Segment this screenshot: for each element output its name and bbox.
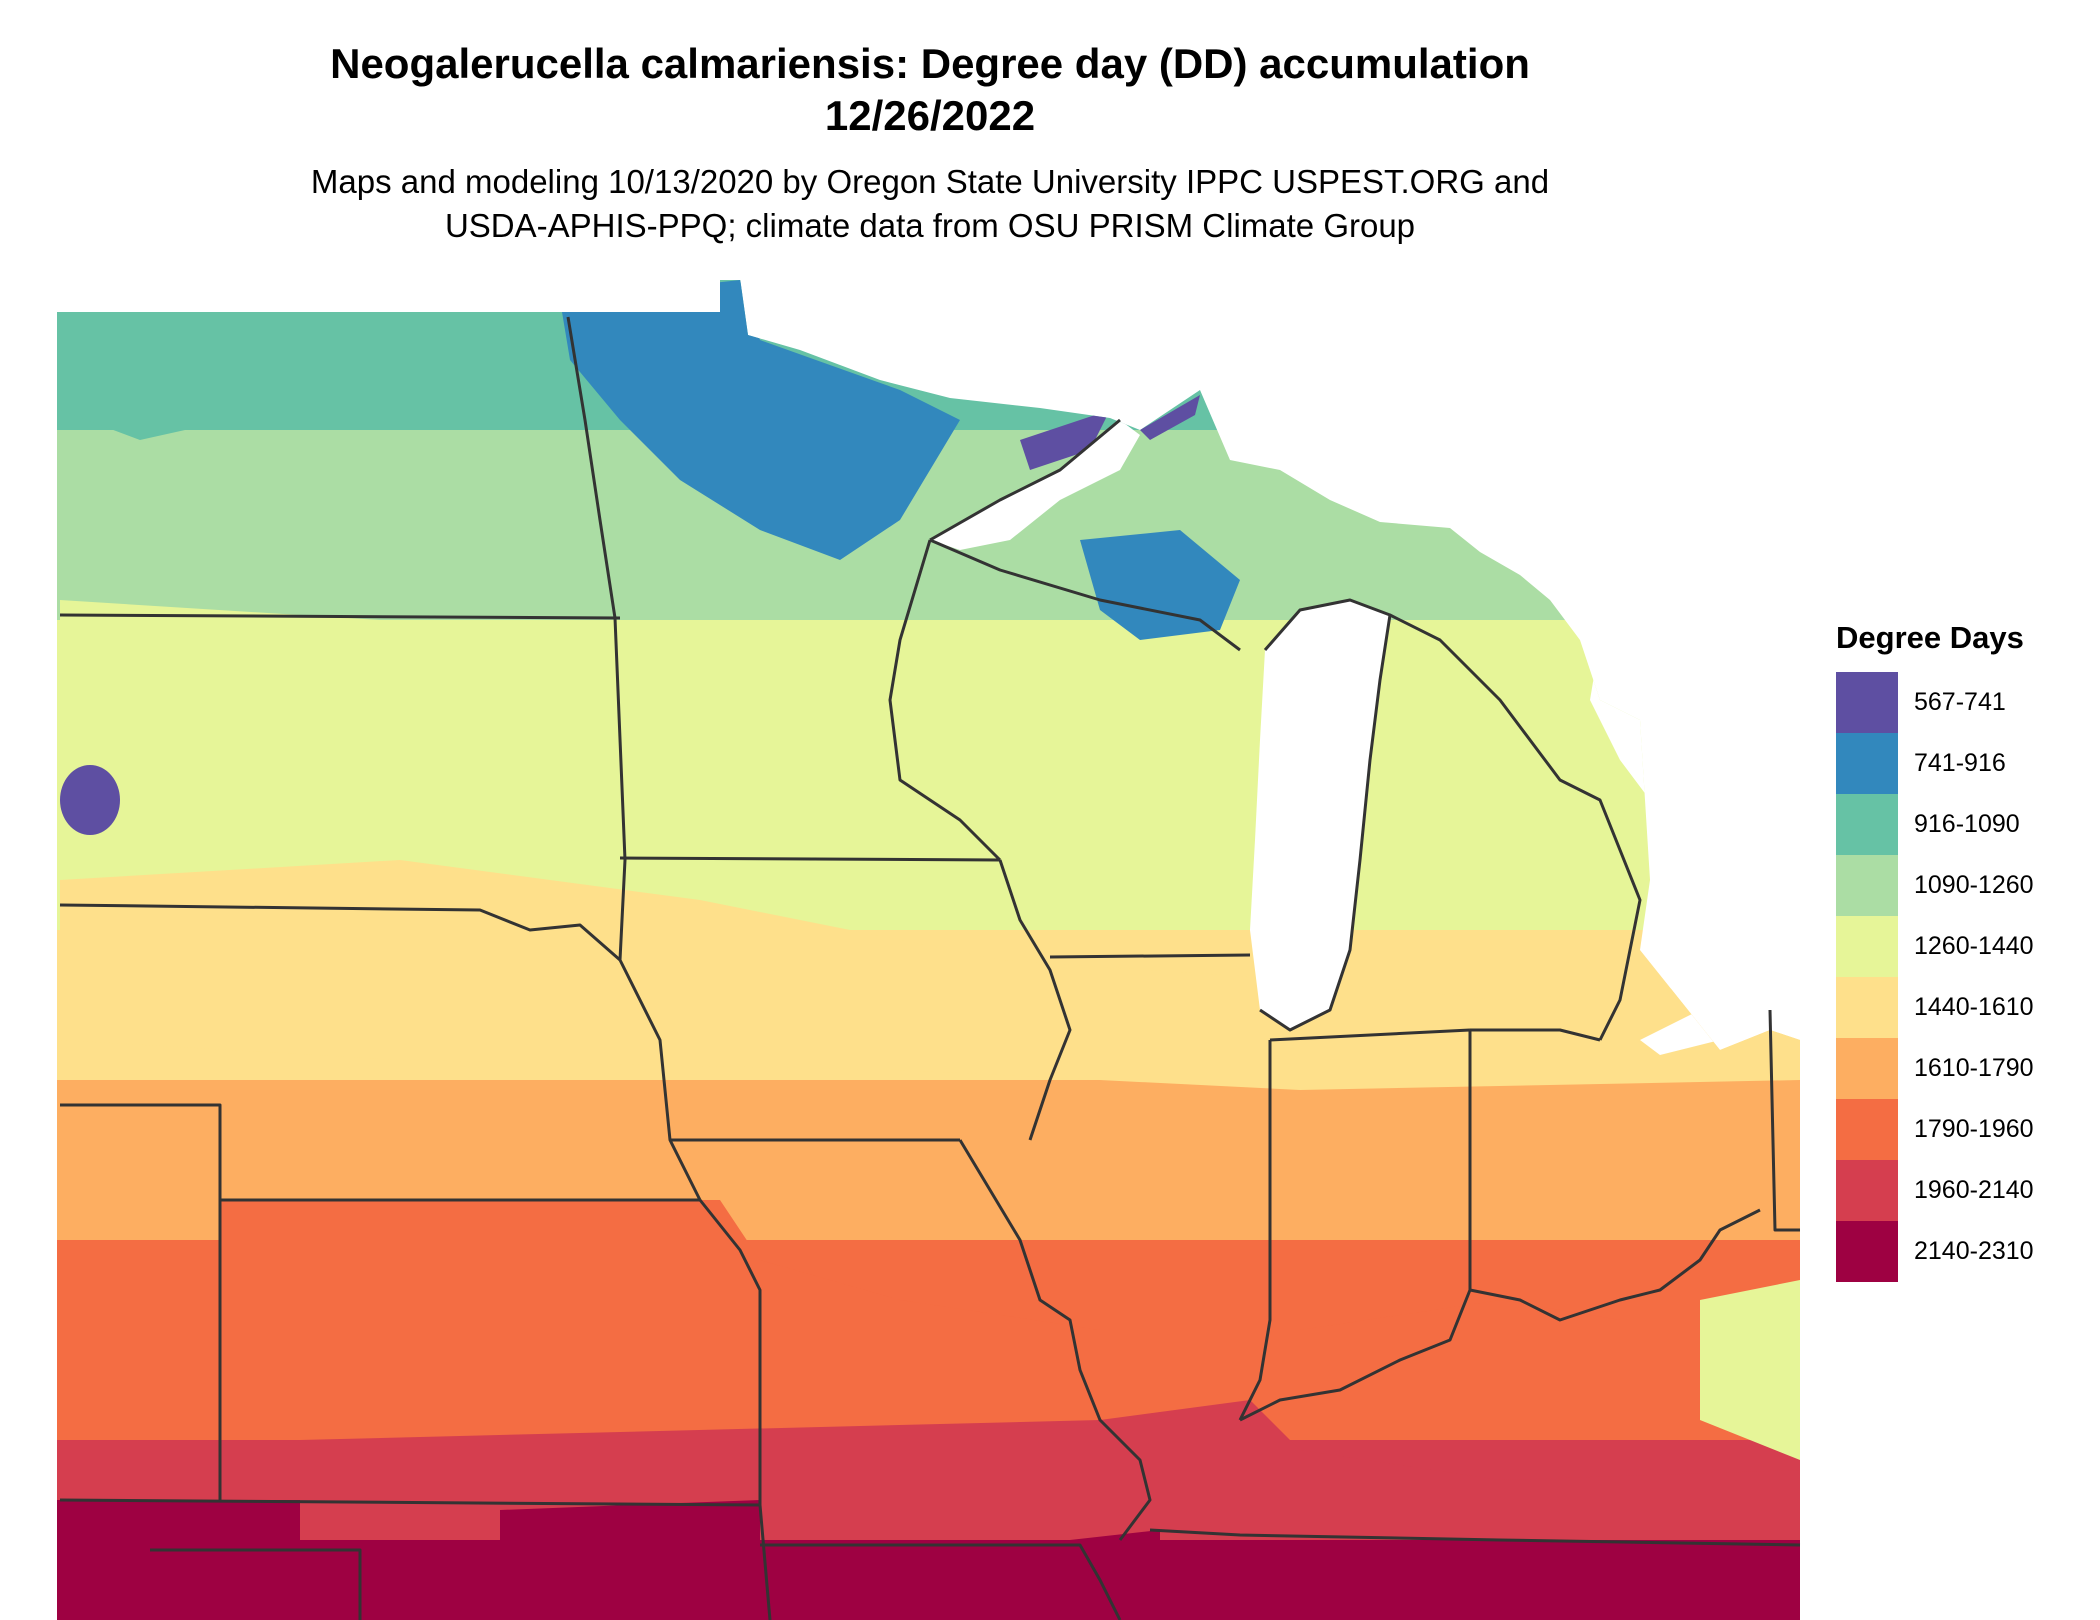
border-mo-ar — [760, 1543, 1122, 1620]
legend-item: 1440-1610 — [1836, 977, 2086, 1038]
legend-label: 1610-1790 — [1914, 1054, 2034, 1082]
border-lake-michigan-shore — [1259, 598, 1392, 1032]
border-oh-pa — [1768, 1009, 1800, 1232]
border-ia-il — [998, 859, 1072, 1141]
legend-label: 741-916 — [1914, 749, 2006, 777]
zone-741-916-north-mn — [560, 280, 960, 560]
legend-swatch — [1836, 794, 1898, 855]
legend-item: 567-741 — [1836, 672, 2086, 733]
border-il-in — [1238, 1040, 1272, 1421]
border-ia-west — [618, 959, 702, 1201]
degree-day-raster — [57, 280, 1800, 1620]
legend-swatch — [1836, 855, 1898, 916]
border-ohio-river — [1239, 1208, 1761, 1422]
legend-items: 567-741 741-916 916-1090 1090-1260 1260-1440… — [1836, 672, 2086, 1282]
title-line-2: 12/26/2022 — [824, 92, 1036, 139]
subtitle-line-1: Maps and modeling 10/13/2020 by Oregon S… — [310, 163, 1550, 200]
border-in-mi — [1269, 1028, 1471, 1042]
legend-label: 1790-1960 — [1914, 1115, 2034, 1143]
zone-1260-1440-appalachia — [1700, 1280, 1800, 1460]
map-subtitle: Maps and modeling 10/13/2020 by Oregon S… — [0, 160, 1860, 248]
legend-item: 1610-1790 — [1836, 1038, 2086, 1099]
border-nd-sd — [59, 613, 621, 620]
legend-item: 1090-1260 — [1836, 855, 2086, 916]
legend-label: 567-741 — [1914, 688, 2006, 716]
legend-swatch — [1836, 977, 1898, 1038]
title-line-1: Neogalerucella calmariensis: Degree day … — [330, 40, 1530, 87]
zone-567-741-isle — [1140, 395, 1200, 440]
border-nd-mn — [566, 316, 617, 619]
border-co — [60, 1103, 222, 1500]
zone-1790-1960-mo — [220, 1200, 1620, 1440]
border-lower-mi — [1389, 613, 1642, 1041]
legend-item: 1790-1960 — [1836, 1099, 2086, 1160]
border-wi-upper-mi — [929, 538, 1241, 652]
border-wi-il — [1049, 953, 1251, 959]
legend-swatch — [1836, 672, 1898, 733]
border-mn-wi — [888, 539, 1002, 862]
legend-item: 1260-1440 — [1836, 916, 2086, 977]
border-mi-oh — [1470, 1028, 1601, 1042]
border-ks-ok — [59, 1498, 761, 1507]
legend-item: 741-916 — [1836, 733, 2086, 794]
legend-item: 916-1090 — [1836, 794, 2086, 855]
border-sd-ne — [59, 903, 621, 962]
lake-superior — [930, 420, 1140, 550]
subtitle-line-2: USDA-APHIS-PPQ; climate data from OSU PR… — [444, 207, 1416, 244]
zone-567-741-arrowhead — [1020, 410, 1110, 470]
zone-916-1090-nd-patch — [60, 310, 230, 440]
lake-michigan — [1250, 600, 1390, 1030]
legend-title: Degree Days — [1836, 620, 2024, 655]
legend-label: 1440-1610 — [1914, 993, 2034, 1021]
legend-label: 2140-2310 — [1914, 1237, 2034, 1265]
border-sd-mn-ia — [613, 617, 627, 961]
border-mo-il — [958, 1139, 1152, 1541]
legend-swatch — [1836, 1099, 1898, 1160]
border-mn-ia — [619, 856, 1001, 862]
legend-swatch — [1836, 1160, 1898, 1221]
legend: Degree Days 567-741 741-916 916-1090 1090-1… — [1836, 618, 2086, 1282]
zone-2140-2310-ar — [980, 1530, 1160, 1620]
border-ks-nm — [150, 1548, 362, 1620]
legend-label: 1260-1440 — [1914, 932, 2034, 960]
zone-567-741-west — [60, 765, 120, 835]
legend-label: 1090-1260 — [1914, 871, 2034, 899]
legend-item: 1960-2140 — [1836, 1160, 2086, 1221]
legend-item: 2140-2310 — [1836, 1221, 2086, 1282]
border-ky-tn — [1149, 1528, 1801, 1547]
legend-label: 916-1090 — [1914, 810, 2020, 838]
legend-swatch — [1836, 733, 1898, 794]
zone-1090-1260-sd-band — [60, 600, 620, 760]
legend-label: 1960-2140 — [1914, 1176, 2034, 1204]
zone-2140-2310-ok — [500, 1500, 760, 1620]
map-title: Neogalerucella calmariensis: Degree day … — [0, 38, 1860, 142]
border-mo-west — [698, 1199, 772, 1620]
legend-swatch — [1836, 916, 1898, 977]
zone-741-916-upper-mi — [1080, 530, 1240, 640]
legend-swatch — [1836, 1038, 1898, 1099]
state-borders — [59, 316, 1801, 1620]
legend-swatch — [1836, 1221, 1898, 1282]
border-lake-superior-shore — [929, 418, 1121, 542]
